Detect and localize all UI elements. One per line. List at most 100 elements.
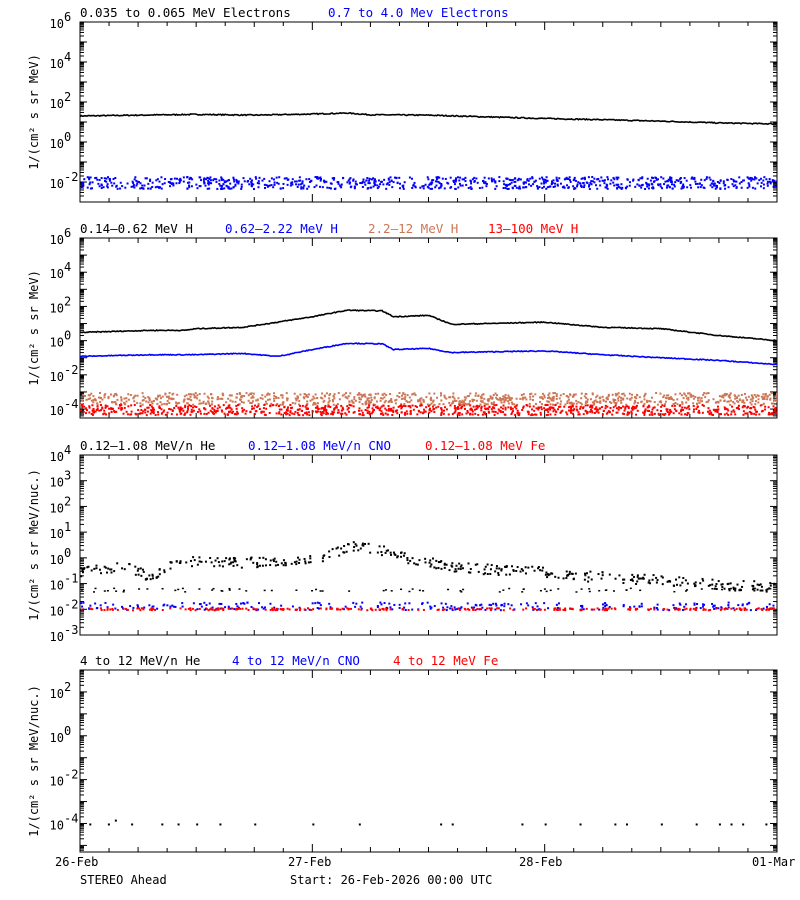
data-point — [280, 562, 283, 565]
data-point — [713, 607, 716, 610]
data-point — [136, 402, 139, 405]
data-point — [754, 177, 757, 180]
data-point — [728, 393, 731, 396]
data-point — [90, 392, 93, 395]
data-point — [454, 180, 457, 183]
data-point — [262, 556, 265, 559]
data-point — [586, 404, 589, 407]
data-point — [429, 607, 432, 610]
data-point — [556, 184, 559, 187]
data-point — [564, 609, 567, 612]
data-point — [494, 602, 497, 605]
series-1 — [80, 175, 777, 191]
data-point — [158, 405, 161, 408]
data-point — [640, 184, 643, 187]
data-point — [671, 187, 674, 190]
y-axis-title: 1/(cm² s sr MeV/nuc.) — [27, 685, 41, 837]
data-point — [196, 823, 199, 826]
data-point — [743, 392, 746, 395]
data-point — [437, 566, 440, 569]
data-point — [566, 177, 569, 180]
data-point — [742, 580, 745, 583]
data-point — [224, 180, 227, 183]
data-point — [599, 184, 602, 187]
data-point — [162, 410, 165, 413]
data-point — [400, 403, 403, 406]
data-point — [621, 186, 624, 189]
data-point — [512, 569, 515, 572]
data-point — [120, 399, 123, 402]
data-point — [672, 412, 675, 415]
data-point — [475, 399, 478, 402]
data-point — [448, 396, 451, 399]
data-point — [623, 413, 626, 416]
data-point — [383, 178, 386, 181]
data-point — [220, 186, 223, 189]
data-point — [681, 401, 684, 404]
data-point — [723, 406, 726, 409]
data-point — [348, 590, 351, 592]
data-point — [758, 584, 761, 587]
data-point — [604, 400, 607, 403]
data-point — [120, 398, 123, 401]
data-point — [325, 412, 328, 415]
data-point — [486, 572, 489, 575]
data-point — [617, 186, 620, 189]
data-point — [601, 395, 604, 398]
data-point — [200, 179, 203, 182]
data-point — [682, 183, 685, 186]
data-point — [643, 410, 646, 413]
data-point — [100, 409, 103, 412]
data-point — [463, 404, 466, 407]
data-point — [754, 187, 757, 190]
data-point — [546, 413, 549, 416]
data-point — [400, 411, 403, 414]
data-point — [510, 401, 513, 404]
data-point — [228, 179, 231, 182]
data-point — [316, 397, 319, 400]
data-point — [462, 588, 465, 591]
data-point — [152, 410, 155, 413]
data-point — [136, 182, 139, 185]
data-point — [459, 184, 462, 187]
data-point — [507, 183, 510, 186]
data-point — [154, 186, 157, 189]
data-point — [568, 179, 571, 182]
data-point — [574, 572, 577, 575]
data-point — [653, 401, 656, 404]
data-point — [103, 177, 106, 180]
data-point — [214, 559, 217, 562]
data-point — [543, 182, 546, 185]
y-tick-label: 10 — [50, 731, 64, 745]
data-point — [107, 567, 110, 570]
data-point — [169, 408, 172, 411]
data-point — [767, 406, 770, 409]
data-point — [461, 403, 464, 406]
data-point — [687, 398, 690, 401]
data-point — [516, 409, 519, 412]
data-point — [192, 556, 195, 559]
data-point — [501, 411, 504, 414]
data-point — [459, 590, 462, 592]
data-point — [174, 605, 177, 608]
data-point — [110, 401, 113, 404]
data-point — [692, 397, 695, 400]
data-point — [167, 397, 170, 400]
data-point — [735, 180, 738, 183]
data-point — [504, 399, 507, 402]
data-point — [230, 561, 233, 564]
data-point — [218, 182, 221, 185]
data-point — [96, 403, 99, 406]
data-point — [717, 607, 720, 610]
data-point — [394, 553, 397, 556]
series-line — [80, 111, 777, 126]
data-point — [419, 399, 422, 402]
data-point — [276, 403, 279, 406]
data-point — [591, 411, 594, 414]
data-point — [99, 572, 102, 575]
data-point — [187, 393, 190, 396]
data-point — [316, 176, 319, 179]
data-point — [526, 179, 529, 182]
